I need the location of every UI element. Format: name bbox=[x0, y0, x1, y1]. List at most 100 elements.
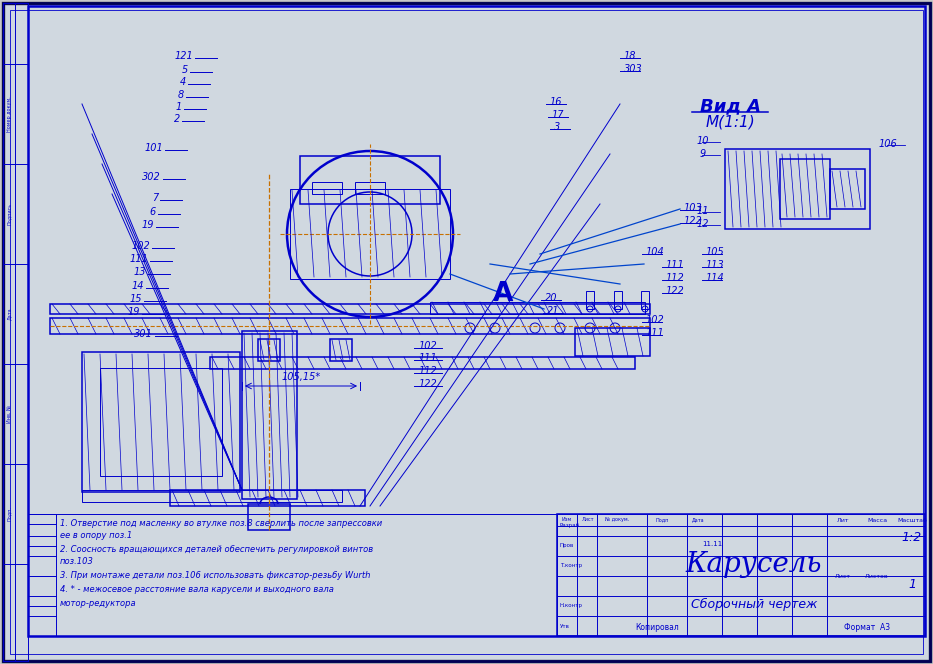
Text: 103: 103 bbox=[684, 203, 703, 213]
Text: 6: 6 bbox=[150, 207, 156, 217]
Bar bbox=[210, 357, 635, 369]
Text: 9: 9 bbox=[700, 149, 706, 159]
Text: 114: 114 bbox=[706, 273, 725, 283]
Text: 11.11: 11.11 bbox=[702, 541, 722, 547]
Text: 3: 3 bbox=[554, 122, 560, 132]
Text: Подп.: Подп. bbox=[7, 507, 11, 521]
Text: 4. * - межосевое расстояние вала карусели и выходного вала: 4. * - межосевое расстояние вала карусел… bbox=[60, 586, 334, 594]
Text: 111: 111 bbox=[130, 254, 148, 264]
Text: ее в опору поз.1: ее в опору поз.1 bbox=[60, 531, 132, 540]
Bar bbox=[300, 156, 440, 204]
Text: Масса: Масса bbox=[867, 518, 887, 523]
Text: 19: 19 bbox=[142, 220, 154, 230]
Text: 111: 111 bbox=[646, 328, 664, 338]
Text: 303: 303 bbox=[624, 64, 643, 74]
Bar bbox=[780, 159, 830, 219]
Bar bbox=[586, 291, 594, 309]
Text: 2: 2 bbox=[174, 114, 180, 124]
Text: 18: 18 bbox=[624, 51, 636, 61]
Text: Подп: Подп bbox=[655, 517, 668, 522]
Text: 122: 122 bbox=[419, 379, 438, 389]
Text: Т.контр: Т.контр bbox=[560, 564, 582, 568]
Bar bbox=[355, 182, 385, 194]
Text: 105,15*: 105,15* bbox=[282, 372, 321, 382]
Text: Масштаб: Масштаб bbox=[897, 518, 927, 523]
Text: 102: 102 bbox=[419, 341, 438, 351]
Text: мотор-редуктора: мотор-редуктора bbox=[60, 600, 136, 608]
Text: 7: 7 bbox=[152, 193, 158, 203]
Text: 111: 111 bbox=[419, 353, 438, 363]
Text: 302: 302 bbox=[142, 172, 161, 182]
Text: Изм: Изм bbox=[562, 517, 572, 522]
Text: поз.103: поз.103 bbox=[60, 558, 94, 566]
Bar bbox=[258, 339, 280, 361]
Text: 1:2: 1:2 bbox=[902, 531, 922, 544]
Text: Н.контр: Н.контр bbox=[560, 604, 583, 608]
Text: 14: 14 bbox=[132, 281, 144, 291]
Bar bbox=[50, 318, 650, 334]
Text: 12: 12 bbox=[697, 219, 709, 229]
Text: Формат  А3: Формат А3 bbox=[844, 623, 890, 633]
Text: Утв: Утв bbox=[560, 623, 570, 629]
Text: 15: 15 bbox=[130, 294, 142, 304]
Text: 105: 105 bbox=[706, 247, 725, 257]
Text: Сборочный чертеж: Сборочный чертеж bbox=[690, 598, 817, 610]
Text: А: А bbox=[493, 281, 513, 307]
Text: 8: 8 bbox=[178, 90, 184, 100]
Text: 102: 102 bbox=[646, 315, 664, 325]
Text: № докум.: № докум. bbox=[605, 517, 629, 522]
Text: 16: 16 bbox=[550, 97, 563, 107]
Text: 19: 19 bbox=[128, 307, 140, 317]
Bar bbox=[100, 368, 222, 476]
Text: 1. Отверстие под масленку во втулке поз.8 сверлить после запрессовки: 1. Отверстие под масленку во втулке поз.… bbox=[60, 519, 383, 529]
Bar bbox=[830, 169, 865, 209]
Bar bbox=[430, 302, 645, 314]
Text: Лит: Лит bbox=[837, 518, 849, 523]
Text: 3. При монтаже детали поз.106 использовать фиксатор-резьбу Wurth: 3. При монтаже детали поз.106 использова… bbox=[60, 572, 370, 580]
Text: Вид А: Вид А bbox=[700, 97, 760, 115]
Text: 122: 122 bbox=[684, 216, 703, 226]
Text: 2. Соосность вращающихся деталей обеспечить регулировкой винтов: 2. Соосность вращающихся деталей обеспеч… bbox=[60, 546, 373, 554]
Text: 20: 20 bbox=[545, 293, 558, 303]
Text: 112: 112 bbox=[419, 366, 438, 376]
Text: Листов: Листов bbox=[865, 574, 889, 579]
Bar bbox=[50, 304, 650, 314]
Bar bbox=[28, 514, 557, 636]
Text: Лист: Лист bbox=[835, 574, 851, 579]
Bar bbox=[290, 189, 450, 279]
Text: 112: 112 bbox=[666, 273, 685, 283]
Text: 101: 101 bbox=[145, 143, 163, 153]
Text: 13: 13 bbox=[133, 267, 146, 277]
Bar bbox=[248, 504, 290, 530]
Text: 11: 11 bbox=[697, 206, 709, 216]
Text: Копировал: Копировал bbox=[635, 623, 679, 633]
Text: Дата: Дата bbox=[7, 307, 11, 320]
Text: 122: 122 bbox=[666, 286, 685, 296]
Text: 106: 106 bbox=[879, 139, 898, 149]
Text: Дата: Дата bbox=[692, 517, 704, 522]
Text: Разраб: Разраб bbox=[560, 523, 580, 529]
Bar bbox=[725, 149, 870, 229]
Text: 1: 1 bbox=[908, 578, 916, 591]
Text: Карусель: Карусель bbox=[686, 550, 822, 578]
Text: 21: 21 bbox=[547, 306, 560, 316]
Bar bbox=[82, 490, 342, 502]
Bar bbox=[614, 291, 622, 309]
Bar bbox=[312, 182, 342, 194]
Text: 301: 301 bbox=[134, 329, 153, 339]
Text: Инв. №: Инв. № bbox=[7, 405, 11, 423]
Text: Номер докум.: Номер докум. bbox=[7, 96, 11, 132]
Text: 104: 104 bbox=[646, 247, 664, 257]
Text: 17: 17 bbox=[552, 110, 564, 120]
Text: 5: 5 bbox=[182, 65, 188, 75]
Text: М(1:1): М(1:1) bbox=[705, 114, 755, 129]
Bar bbox=[82, 352, 240, 492]
Text: Лист: Лист bbox=[582, 517, 594, 522]
Text: Подпись: Подпись bbox=[7, 203, 11, 225]
Text: 10: 10 bbox=[697, 136, 709, 146]
Text: 111: 111 bbox=[666, 260, 685, 270]
Text: 4: 4 bbox=[180, 77, 186, 87]
Bar bbox=[641, 291, 649, 309]
Bar bbox=[557, 514, 925, 636]
Bar bbox=[330, 339, 352, 361]
